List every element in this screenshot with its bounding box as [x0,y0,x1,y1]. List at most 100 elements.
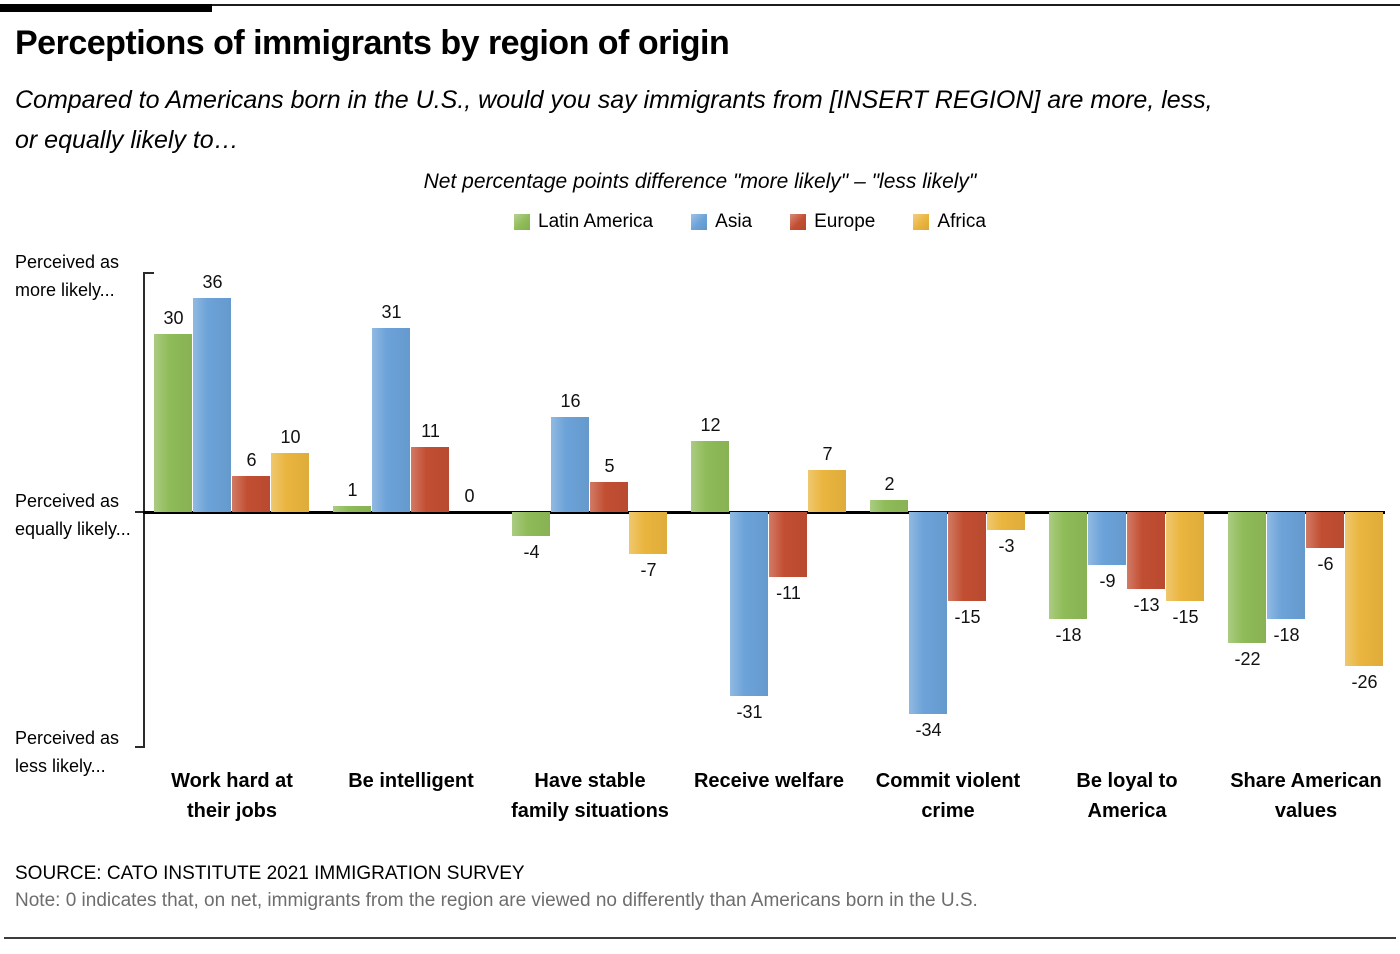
value-label-latin-america-be-loyal-to-america: -18 [1055,624,1082,645]
page-subtitle-line2: or equally likely to… [15,126,239,154]
value-label-africa-commit-violent-crime: -3 [998,535,1015,556]
category-label-be-loyal-to-america: Be loyal to America [1032,766,1222,826]
y-axis-bottom-tick [135,746,143,748]
value-label-europe-be-loyal-to-america: -13 [1133,595,1160,616]
value-label-africa-be-intelligent: 0 [464,486,475,506]
category-label-line: Share American [1230,770,1382,792]
bar-asia-be-intelligent [372,327,410,512]
value-label-asia-be-intelligent: 31 [381,301,402,322]
page-subtitle-line1: Compared to Americans born in the U.S., … [15,86,1213,114]
axis-annotation-more-line1: Perceived as [15,252,120,272]
bar-europe-have-stable-family-situations [590,482,628,512]
bar-europe-receive-welfare [769,512,807,578]
plot-area: 30 1 -4 12 2 -18 -22 36 31 16 -31 -34 -9 -18 6 11 5 -11 -1… [135,272,1385,748]
value-label-latin-america-work-hard-at-their-jobs: 30 [163,307,184,328]
bar-latin-america-work-hard-at-their-jobs [154,333,192,512]
bar-africa-have-stable-family-situations [629,512,667,554]
axis-annotation-equal-line1: Perceived as [15,491,120,511]
axis-annotation-equal-line2: equally likely... [15,519,131,539]
legend-swatch-latin-america [514,214,531,230]
value-label-europe-be-intelligent: 11 [421,420,440,441]
chart-legend: Latin America Asia Europe Africa [0,211,1400,233]
bar-asia-work-hard-at-their-jobs [193,298,231,512]
bar-europe-commit-violent-crime [948,512,986,602]
legend-label-latin-america: Latin America [538,211,654,232]
value-label-latin-america-have-stable-family-situations: -4 [523,541,540,562]
bar-africa-work-hard-at-their-jobs [271,452,309,512]
bar-africa-receive-welfare [808,470,846,512]
category-label-receive-welfare: Receive welfare [674,766,864,796]
bar-europe-work-hard-at-their-jobs [232,476,270,512]
category-label-line: their jobs [186,800,277,822]
top-divider-line [0,4,1400,12]
value-label-asia-commit-violent-crime: -34 [915,719,942,740]
category-label-line: Be loyal to [1076,770,1178,792]
bar-latin-america-commit-violent-crime [870,500,908,512]
value-label-africa-receive-welfare: 7 [822,444,833,465]
bar-asia-commit-violent-crime [909,512,947,714]
chart-title: Net percentage points difference "more l… [423,170,977,193]
bar-europe-be-loyal-to-america [1127,512,1165,590]
category-label-have-stable-family-situations: Have stable family situations [495,766,685,826]
note-text: Note: 0 indicates that, on net, immigran… [15,890,978,911]
axis-annotation-less-line1: Perceived as [15,728,120,748]
category-label-commit-violent-crime: Commit violent crime [853,766,1043,826]
legend-label-africa: Africa [937,211,986,232]
value-label-asia-be-loyal-to-america: -9 [1099,571,1116,592]
category-label-work-hard-at-their-jobs: Work hard at their jobs [137,766,327,826]
bar-africa-be-loyal-to-america [1166,512,1204,602]
value-label-latin-america-be-intelligent: 1 [347,480,358,501]
bar-asia-be-loyal-to-america [1088,512,1126,566]
top-divider-accent [0,4,212,12]
y-axis-line [143,272,145,748]
value-label-europe-share-american-values: -6 [1317,553,1334,574]
value-label-asia-work-hard-at-their-jobs: 36 [202,272,223,293]
value-label-europe-commit-violent-crime: -15 [954,607,981,628]
bar-asia-receive-welfare [730,512,768,697]
axis-annotation-equally-likely: Perceived as equally likely... [15,487,131,543]
axis-annotation-less-likely: Perceived as less likely... [15,724,119,780]
bar-africa-share-american-values [1345,512,1383,667]
category-label-line: Work hard at [171,770,293,792]
legend-label-europe: Europe [814,211,876,232]
category-label-line: Have stable [534,770,646,792]
legend-swatch-africa [913,214,930,230]
category-label-share-american-values: Share American values [1211,766,1400,826]
category-label-line: Receive welfare [693,770,845,792]
y-axis-zero-tick [135,511,143,513]
legend-swatch-asia [691,214,708,230]
value-label-latin-america-receive-welfare: 12 [700,414,721,435]
value-label-africa-work-hard-at-their-jobs: 10 [280,426,301,447]
value-label-africa-share-american-values: -26 [1351,672,1378,693]
bar-europe-be-intelligent [411,446,449,512]
value-label-europe-have-stable-family-situations: 5 [604,456,615,477]
page-title: Perceptions of immigrants by region of o… [15,24,730,62]
bar-europe-share-american-values [1306,512,1344,548]
category-label-line: America [1087,800,1167,822]
category-label-line: Be intelligent [348,770,474,792]
value-label-africa-be-loyal-to-america: -15 [1172,607,1199,628]
page-subtitle: Compared to Americans born in the U.S., … [15,80,1390,160]
bar-asia-have-stable-family-situations [551,416,589,512]
bar-asia-share-american-values [1267,512,1305,619]
legend-item-asia: Asia [691,211,752,233]
bar-latin-america-be-intelligent [333,506,371,512]
bar-latin-america-receive-welfare [691,440,729,512]
category-label-line: values [1274,800,1338,822]
category-label-line: crime [921,800,975,822]
legend-item-latin-america: Latin America [514,211,653,233]
axis-annotation-more-likely: Perceived as more likely... [15,248,119,304]
y-axis-top-tick [143,272,154,274]
legend-swatch-europe [790,214,807,230]
legend-label-asia: Asia [715,211,753,232]
bar-africa-commit-violent-crime [987,512,1025,530]
value-label-latin-america-commit-violent-crime: 2 [884,474,895,495]
value-label-asia-receive-welfare: -31 [736,702,763,723]
bar-latin-america-share-american-values [1228,512,1266,643]
legend-item-africa: Africa [913,211,986,233]
bottom-divider-line [4,937,1396,939]
category-label-line: family situations [511,800,669,822]
value-label-asia-share-american-values: -18 [1273,624,1300,645]
value-label-europe-work-hard-at-their-jobs: 6 [246,450,257,471]
